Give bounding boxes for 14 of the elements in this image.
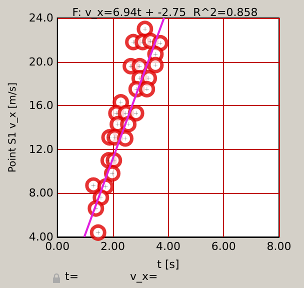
y-tick-label: 12.0 [28, 142, 54, 156]
x-axis-title: t [s] [157, 258, 180, 271]
x-tick-label: 8.00 [266, 240, 292, 253]
text: v_x= [130, 270, 158, 283]
chart-title: F: v_x=6.94t + -2.75 R^2=0.858 [72, 6, 258, 19]
x-tick-label: 6.00 [211, 240, 236, 253]
y-tick-label: 16.0 [28, 99, 54, 112]
y-tick-label: 24.0 [28, 12, 54, 24]
y-axis-title: Point S1 v_x [m/s] [8, 82, 18, 173]
y-tick-label: 20.0 [28, 55, 54, 68]
x-tick-label: 4.00 [156, 240, 180, 253]
text: t= [65, 270, 79, 283]
x-tick-label: 2.00 [100, 240, 126, 253]
y-tick-label: 8.00 [28, 186, 54, 200]
